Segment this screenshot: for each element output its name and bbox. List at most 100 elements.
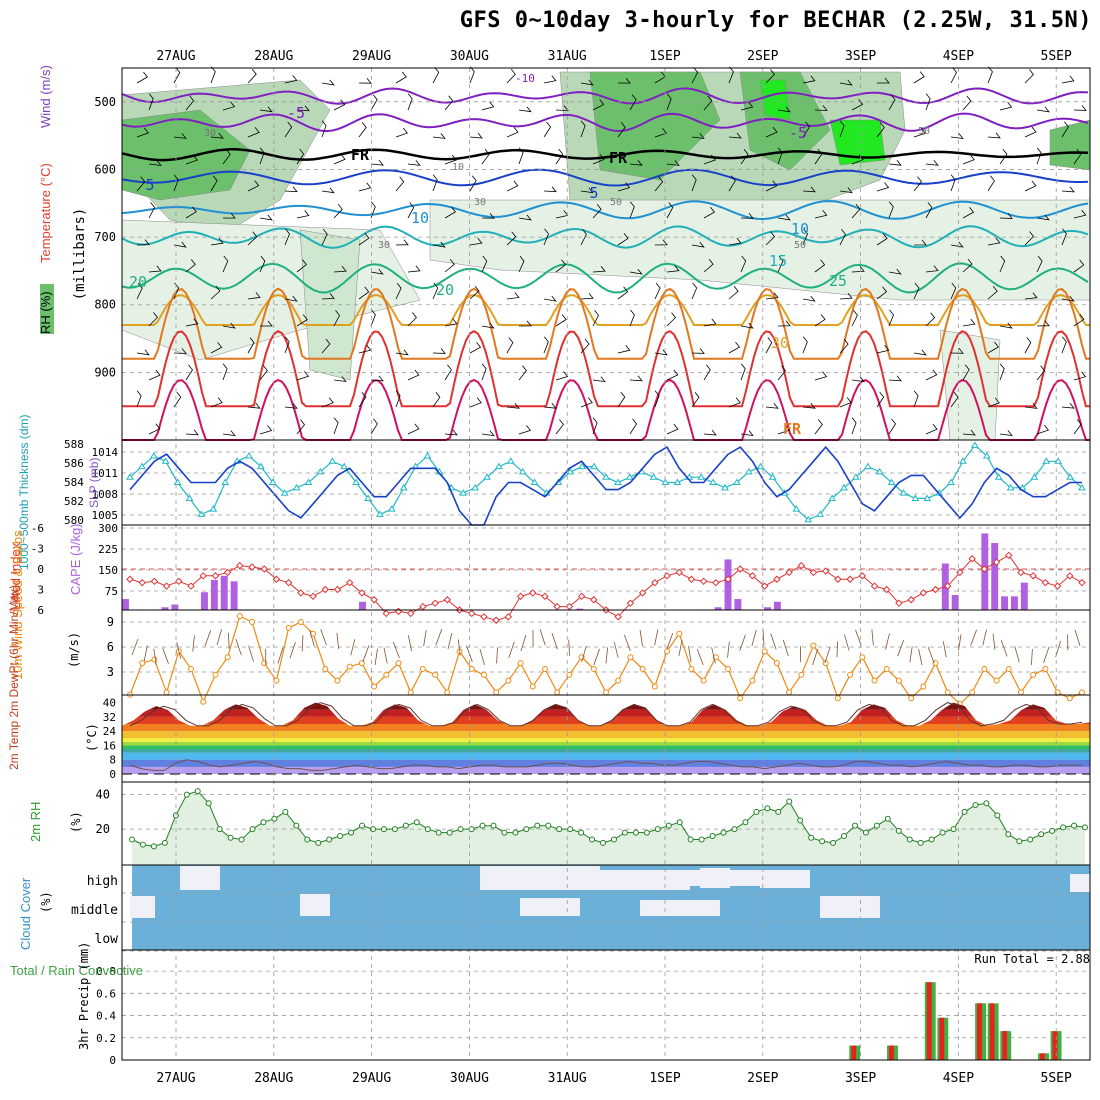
profile-ytick-3: 800: [94, 298, 116, 312]
cloud-gap-9: [520, 898, 580, 916]
wind-barb: [1073, 314, 1085, 327]
wind10-barb: [624, 634, 631, 652]
date-bottom-5: 1SEP: [649, 1071, 680, 1086]
rh-point: [249, 826, 256, 833]
wind10-barb: [336, 632, 340, 649]
thickness-point: [257, 462, 265, 470]
wind-barb: [518, 147, 524, 165]
thick-tick-0: 588: [64, 438, 84, 451]
temp-line-minus10: [121, 87, 1089, 105]
thickness-point: [245, 451, 253, 459]
lifted-index-point: [260, 565, 268, 573]
dewpt2m-line: [129, 759, 1082, 771]
wind-barb: [444, 259, 455, 273]
thickness-point: [828, 494, 836, 501]
thickness-point: [209, 505, 218, 512]
wind10-barb: [551, 632, 558, 650]
wind-barb: [395, 176, 405, 192]
temp-tick-4: 8: [109, 754, 116, 767]
wind-barb: [358, 122, 367, 138]
wind-speed-point: [297, 619, 304, 625]
wind-barb: [1073, 371, 1087, 381]
temp-label-12: FR: [783, 420, 802, 438]
thickness-point: [268, 478, 277, 485]
chart-title: GFS 0~10day 3-hourly for BECHAR (2.25W, …: [459, 8, 1092, 33]
wind10-barb: [362, 645, 370, 662]
lifted-index-point: [284, 578, 293, 587]
rh-point: [348, 829, 355, 836]
wind-barb: [407, 202, 415, 219]
thickness-point: [852, 473, 860, 480]
wind-speed-point: [249, 619, 256, 625]
wind-speed-point: [944, 689, 951, 696]
temp2m-label: 2m Temp 2m DewPt (6hr Min/Max): [7, 585, 21, 770]
thickness-point: [340, 462, 349, 470]
wind10-barb: [970, 629, 977, 646]
wind10-barb: [539, 629, 546, 646]
wind-barb: [740, 149, 749, 165]
lifted-index-point: [175, 577, 183, 586]
temp-tick-0: 40: [103, 697, 116, 710]
wind-barb: [222, 149, 231, 165]
date-top-0: 27AUG: [156, 49, 195, 64]
lifted-index-point: [651, 578, 659, 587]
wind-speed-point: [468, 665, 475, 672]
wind-barb: [136, 71, 149, 84]
lifted-index-point: [382, 609, 391, 618]
wind-barb: [222, 363, 228, 381]
wind-barb: [395, 390, 401, 408]
rh-point: [1060, 824, 1067, 831]
lifted-index-point: [516, 592, 525, 601]
rh-point: [139, 841, 146, 848]
wind-speed-point: [566, 671, 573, 678]
rh-point: [545, 822, 552, 829]
wind-barb: [592, 376, 606, 383]
wind-barb: [555, 210, 569, 219]
lifted-index-point: [504, 613, 513, 621]
cape-tick-1: 225: [98, 543, 118, 556]
rh-label-6: 50: [794, 240, 806, 251]
cape-bar: [773, 601, 781, 610]
wind-barb: [469, 341, 482, 354]
wind10-barb: [581, 645, 587, 663]
cape-bar: [201, 592, 208, 610]
rh-point: [906, 836, 913, 843]
rh-point: [556, 826, 563, 833]
wind-barb: [358, 232, 370, 246]
wind-barb: [962, 206, 975, 219]
thickness-point: [185, 494, 194, 501]
cloud-level-2: low: [95, 932, 119, 947]
wind-barb: [580, 187, 594, 194]
wind-barb: [814, 210, 828, 219]
wind-barb: [666, 93, 672, 111]
wind-barb: [395, 282, 402, 300]
wind-barb: [148, 160, 162, 167]
wind-barb: [617, 182, 631, 192]
wind-barb: [913, 239, 927, 246]
wind-tick-1: 6: [107, 640, 114, 654]
rh-point: [523, 826, 530, 833]
wind10-barb: [605, 647, 608, 664]
wind-barb: [185, 364, 193, 381]
wind-barb: [284, 295, 298, 302]
wind-speed-point: [810, 642, 817, 649]
lifted-index-point: [809, 568, 818, 577]
wind-barb: [469, 175, 477, 192]
wind-barb: [765, 180, 778, 192]
lifted-index-point: [358, 589, 366, 597]
rh-point: [895, 827, 902, 834]
wind-barb: [629, 418, 637, 435]
wind-barb: [1024, 337, 1032, 354]
lifted-index-point: [785, 568, 793, 577]
wind-barb: [802, 295, 816, 302]
wind10-barb: [309, 630, 315, 647]
wind-speed-point: [541, 665, 548, 672]
wind-speed-point: [139, 660, 146, 667]
wind-barb: [481, 255, 488, 273]
wind-barb: [814, 148, 823, 165]
wind-barb: [148, 312, 158, 327]
cape-bar: [991, 543, 999, 610]
wind-barb: [691, 348, 705, 354]
rh-point: [282, 808, 289, 815]
wind-barb: [851, 203, 861, 219]
